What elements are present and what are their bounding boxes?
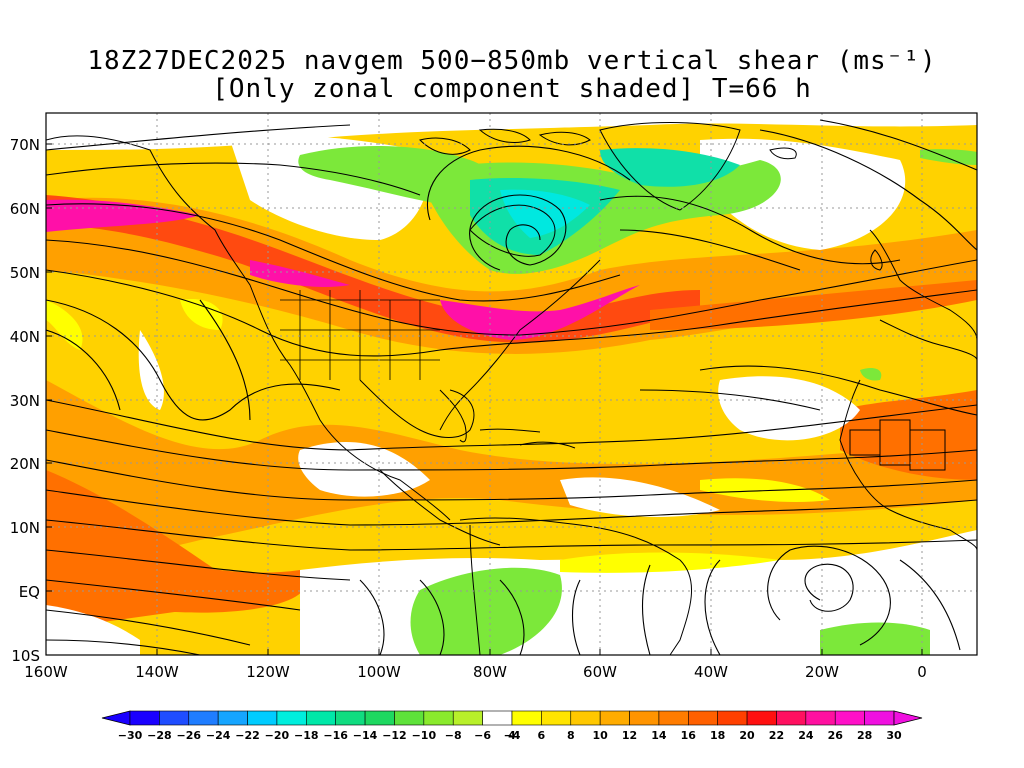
- colorbar-label: 12: [622, 729, 637, 742]
- colorbar-swatch: [423, 710, 454, 726]
- colorbar-swatch: [541, 710, 572, 726]
- colorbar-swatch: [217, 710, 248, 726]
- colorbar-label: −10: [412, 729, 437, 742]
- colorbar-swatch: [864, 710, 895, 726]
- colorbar-label: −14: [353, 729, 378, 742]
- lat-label: 10S: [11, 647, 40, 665]
- plot-frame: [45, 112, 978, 656]
- colorbar-label: −30: [118, 729, 143, 742]
- colorbar-label: 24: [798, 729, 814, 742]
- lat-label: EQ: [19, 583, 40, 601]
- colorbar-label: −4: [504, 729, 521, 742]
- colorbar-swatch: [629, 710, 660, 726]
- colorbar-swatch: [511, 710, 542, 726]
- lon-label: 60W: [583, 663, 617, 681]
- chart-title-line2: [Only zonal component shaded] T=66 h: [212, 74, 812, 104]
- colorbar-label: 26: [828, 729, 844, 742]
- colorbar-swatch: [834, 710, 865, 726]
- colorbar: −30 −28 −26 −24 −22 −20 −18 −16 −14 −12 −10 −8 −6 −44…: [101, 710, 923, 742]
- colorbar-label: 18: [710, 729, 725, 742]
- colorbar-label: −26: [177, 729, 202, 742]
- colorbar-label: 10: [592, 729, 608, 742]
- colorbar-swatch: [306, 710, 336, 726]
- colorbar-swatch: [570, 710, 601, 726]
- colorbar-swatch: [658, 710, 689, 726]
- lon-label: 140W: [135, 663, 179, 681]
- coastlines: [46, 122, 977, 655]
- colorbar-label: −20: [265, 729, 290, 742]
- colorbar-label: −8: [445, 729, 462, 742]
- colorbar-swatch: [482, 710, 513, 726]
- lat-label: 60N: [10, 200, 40, 218]
- lat-label: 50N: [10, 264, 40, 282]
- colorbar-swatch: [746, 710, 777, 726]
- colorbar-label: −16: [323, 729, 348, 742]
- state-boundaries: [280, 290, 440, 380]
- lat-label: 40N: [10, 328, 40, 346]
- colorbar-label: −22: [235, 729, 260, 742]
- lon-label: 0: [917, 663, 927, 681]
- colorbar-label: 22: [769, 729, 784, 742]
- lon-label: 100W: [357, 663, 401, 681]
- colorbar-label: 28: [857, 729, 872, 742]
- lat-label: 70N: [10, 136, 40, 154]
- colorbar-label: 14: [651, 729, 667, 742]
- colorbar-swatch: [364, 710, 395, 726]
- colorbar-min-arrow: [101, 710, 131, 726]
- lon-label: 160W: [24, 663, 68, 681]
- colorbar-swatch: [452, 710, 483, 726]
- colorbar-swatch: [276, 710, 307, 726]
- lon-label: 20W: [805, 663, 839, 681]
- chart-title-line1: 18Z27DEC2025 navgem 500−850mb vertical s…: [87, 46, 937, 76]
- shading-layer: [46, 113, 977, 655]
- colorbar-swatch: [247, 710, 278, 726]
- lat-label: 20N: [10, 455, 40, 473]
- lat-label: 10N: [10, 519, 40, 537]
- colorbar-max-arrow: [893, 710, 923, 726]
- graticule: [46, 113, 977, 655]
- colorbar-swatch: [688, 710, 718, 726]
- colorbar-swatch: [776, 710, 807, 726]
- colorbar-swatch: [394, 710, 425, 726]
- colorbar-label: −24: [206, 729, 231, 742]
- colorbar-label: 4: [508, 729, 516, 742]
- colorbar-swatch: [129, 710, 160, 726]
- colorbar-swatch: [599, 710, 630, 726]
- colorbar-label: −28: [147, 729, 172, 742]
- colorbar-label: 20: [739, 729, 755, 742]
- colorbar-swatch: [717, 710, 748, 726]
- colorbar-label: −18: [294, 729, 319, 742]
- colorbar-swatch: [335, 710, 366, 726]
- latitude-labels: 70N 60N 50N 40N 30N 20N 10N EQ 10S: [10, 136, 40, 665]
- colorbar-swatch: [805, 710, 836, 726]
- axis-ticks: [46, 143, 923, 655]
- longitude-labels: 160W 140W 120W 100W 80W 60W 40W 20W 0: [24, 663, 927, 681]
- colorbar-label: 16: [681, 729, 697, 742]
- lon-label: 120W: [246, 663, 290, 681]
- colorbar-label: 6: [538, 729, 546, 742]
- colorbar-swatch: [159, 710, 190, 726]
- lat-label: 30N: [10, 392, 40, 410]
- streamlines: [46, 119, 977, 655]
- colorbar-swatch: [188, 710, 219, 726]
- lon-label: 40W: [694, 663, 728, 681]
- colorbar-label: −12: [382, 729, 407, 742]
- colorbar-label: 8: [567, 729, 575, 742]
- lon-label: 80W: [473, 663, 507, 681]
- colorbar-label: −6: [474, 729, 491, 742]
- colorbar-label: 30: [886, 729, 902, 742]
